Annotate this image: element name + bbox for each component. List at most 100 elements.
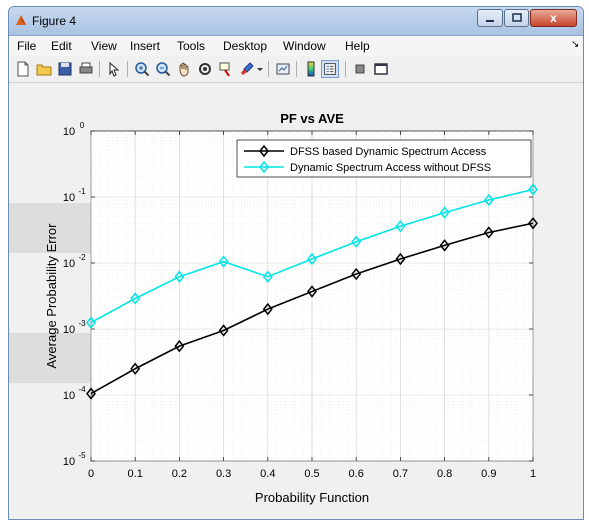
colorbar-icon[interactable] [302,60,320,78]
axis-ticks: 0 0.1 0.2 0.3 0.4 0.5 0.6 0.7 0.8 0.9 110010-110-2… [63,121,536,480]
y-tick-label: 10 [63,192,75,204]
show-plot-tools-icon[interactable] [372,60,390,78]
series-point-0 [130,362,141,375]
close-icon: x [550,11,557,25]
minimize-button[interactable] [477,9,503,27]
y-tick-exponent: -1 [78,187,86,196]
series-point-1 [483,193,494,207]
y-tick-label: 10 [63,456,75,468]
zoom-out-icon[interactable] [154,60,172,78]
y-tick-label: 10 [63,390,75,402]
menu-bar: File Edit View Insert Tools Desktop Wind… [9,36,583,56]
caption-fragment [0,0,14,4]
x-tick-label: 0.1 [128,468,143,480]
figure-canvas: R 00.10.20.30.40.50.60.70.80.9110010-110… [9,83,583,519]
series-point-0 [86,387,96,400]
dropdown-arrow-icon[interactable] [256,60,264,78]
x-axis-label: Probability Function [255,490,369,505]
legend-marker-no-dfss [259,160,269,174]
toolbar-separator [127,61,128,77]
series-point-0 [307,285,317,298]
chart-title: PF vs AVE [280,111,344,126]
pointer-icon[interactable] [105,60,123,78]
y-tick-label: 10 [63,126,75,138]
menu-tools[interactable]: Tools [177,39,206,53]
window-title: Figure 4 [32,14,77,28]
pan-icon[interactable] [175,60,193,78]
menu-desktop[interactable]: Desktop [223,39,268,53]
series-point-0 [483,226,494,239]
x-tick-label: 0.5 [304,468,319,480]
menu-help[interactable]: Help [345,39,370,53]
legend-box [236,139,532,178]
series-point-0 [174,339,185,353]
y-tick-exponent: -4 [78,385,86,394]
legend-entry-no-dfss: Dynamic Spectrum Access without DFSS [290,162,491,174]
new-figure-icon[interactable] [14,60,32,78]
print-icon[interactable] [77,60,95,78]
x-tick-label: 0.6 [349,468,364,480]
menu-window[interactable]: Window [283,39,326,53]
series-point-1 [395,220,406,233]
x-tick-label: 0.9 [481,468,496,480]
y-tick-exponent: -3 [78,319,86,328]
x-tick-label: 0.7 [393,468,408,480]
title-bar[interactable]: Figure 4 x [9,7,583,36]
maximize-button[interactable] [504,9,529,27]
legend-icon[interactable] [321,60,339,78]
grid-lines [90,131,534,462]
menu-file[interactable]: File [17,39,37,53]
series-group [86,183,538,400]
open-file-icon[interactable] [35,60,53,78]
data-cursor-icon[interactable] [217,60,235,78]
series-point-0 [262,302,273,316]
series-line-0 [90,222,534,395]
x-tick-label: 0.8 [437,468,452,480]
series-point-1 [528,183,538,196]
rotate-icon[interactable] [196,60,214,78]
link-plot-icon[interactable] [274,60,292,78]
maximize-icon [511,13,522,22]
series-point-1 [439,206,450,219]
series-point-1 [86,316,96,329]
toolbar-separator [345,61,346,77]
menu-insert[interactable]: Insert [130,39,161,53]
hide-plot-tools-icon[interactable] [351,60,369,78]
brush-icon[interactable] [238,60,256,78]
series-point-1 [262,270,273,283]
menu-edit[interactable]: Edit [51,39,72,53]
x-tick-label: 0.4 [260,468,275,480]
menu-view[interactable]: View [91,39,117,53]
plot-area[interactable]: R 00.10.20.30.40.50.60.70.80.9110010-110… [9,83,583,519]
series-point-0 [395,252,406,266]
x-tick-label: 0.2 [172,468,187,480]
y-tick-exponent: -5 [78,451,86,460]
legend[interactable]: DFSS based Dynamic Spectrum Access Dynam… [236,139,532,178]
series-point-1 [218,255,229,268]
series-point-0 [528,217,538,230]
series-point-1 [174,270,185,283]
y-tick-exponent: -2 [78,253,86,262]
x-tick-label: 0 [88,468,94,480]
toolbar-separator [296,61,297,77]
legend-marker-dfss [259,144,269,158]
y-tick-label: 10 [63,324,75,336]
toolbar-separator [99,61,100,77]
y-tick-label: 10 [63,258,75,270]
series-point-0 [351,267,362,281]
y-tick-exponent: 0 [80,121,85,130]
series-point-1 [130,292,141,305]
toolbar [9,56,583,83]
series-line-1 [90,188,534,324]
series-point-1 [307,252,317,266]
save-icon[interactable] [56,60,74,78]
matlab-logo-icon [16,15,26,25]
zoom-in-icon[interactable] [133,60,151,78]
toolbar-separator [268,61,269,77]
series-point-1 [351,235,362,248]
series-point-0 [439,239,450,252]
legend-entry-dfss: DFSS based Dynamic Spectrum Access [290,146,487,158]
close-button[interactable]: x [530,9,577,27]
menu-overflow-icon[interactable]: ↘ [571,39,580,50]
y-axis-label: Average Probability Error [44,223,59,369]
